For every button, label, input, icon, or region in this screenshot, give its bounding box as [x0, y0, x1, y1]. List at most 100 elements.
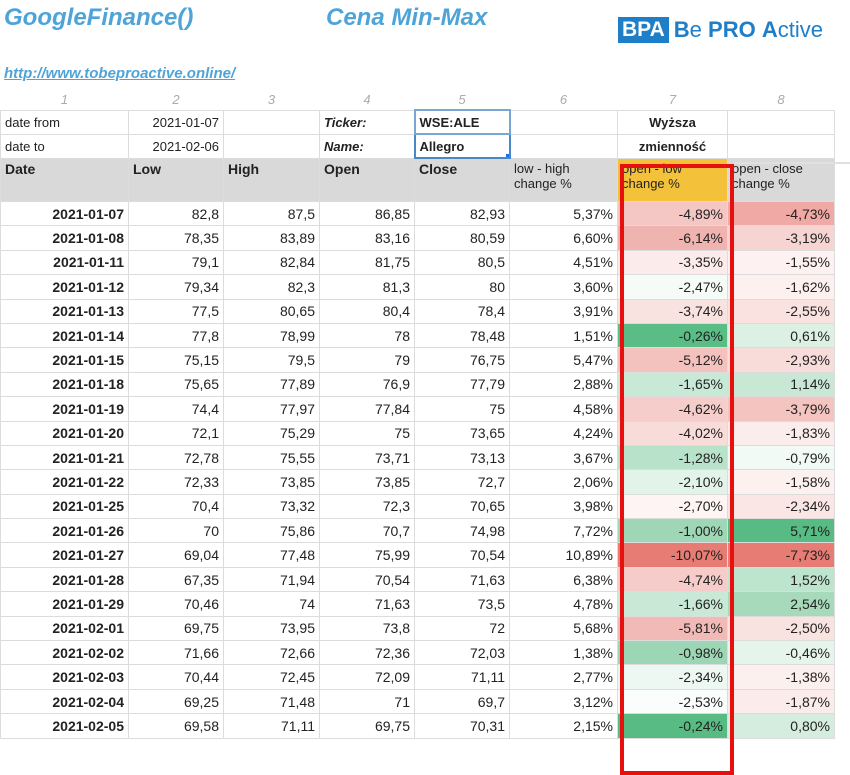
cell-lh[interactable]: 4,24% [509, 420, 618, 446]
date-cell[interactable]: 2021-01-21 [0, 444, 129, 471]
cell-ol[interactable]: -1,28% [617, 444, 728, 471]
cell-lh[interactable]: 2,77% [509, 664, 618, 690]
cell-oc[interactable]: -1,58% [727, 469, 835, 495]
cell-close[interactable]: 77,79 [414, 371, 510, 398]
cell-open[interactable]: 73,85 [319, 469, 415, 495]
cell-low[interactable]: 77,5 [128, 298, 224, 324]
cell-ol[interactable]: -0,98% [617, 640, 728, 666]
cell-open[interactable]: 71,63 [319, 591, 415, 617]
cell-oc[interactable]: -7,73% [727, 542, 835, 568]
cell-lh[interactable]: 3,91% [509, 298, 618, 324]
cell-lh[interactable]: 7,72% [509, 518, 618, 544]
cell-lh[interactable]: 2,15% [509, 713, 618, 739]
cell-ol[interactable]: -3,74% [617, 298, 728, 324]
cell-open[interactable]: 75 [319, 420, 415, 446]
cell-high[interactable]: 78,99 [223, 322, 320, 349]
date-cell[interactable]: 2021-02-04 [0, 688, 129, 715]
cell-lh[interactable]: 3,67% [509, 444, 618, 471]
cell-ol[interactable]: -2,53% [617, 688, 728, 715]
column-number[interactable]: 6 [559, 91, 568, 107]
column-number[interactable]: 3 [267, 91, 276, 107]
cell-close[interactable]: 73,5 [414, 591, 510, 617]
cell-high[interactable]: 73,85 [223, 469, 320, 495]
empty-cell[interactable] [727, 109, 835, 135]
cell-high[interactable]: 73,32 [223, 493, 320, 520]
cell-high[interactable]: 72,66 [223, 640, 320, 666]
cell-close[interactable]: 72 [414, 615, 510, 642]
ticker-cell[interactable]: WSE:ALE [413, 109, 511, 135]
cell-close[interactable]: 78,48 [414, 322, 510, 349]
cell-high[interactable]: 83,89 [223, 225, 320, 251]
cell-high[interactable]: 73,95 [223, 615, 320, 642]
cell-open[interactable]: 76,9 [319, 371, 415, 398]
cell-lh[interactable]: 5,37% [509, 200, 618, 227]
date-cell[interactable]: 2021-01-11 [0, 249, 129, 276]
cell-close[interactable]: 82,93 [414, 200, 510, 227]
cell-lh[interactable]: 3,12% [509, 688, 618, 715]
cell-high[interactable]: 80,65 [223, 298, 320, 324]
cell-open[interactable]: 72,09 [319, 664, 415, 690]
cell-low[interactable]: 79,34 [128, 274, 224, 300]
cell-close[interactable]: 70,54 [414, 542, 510, 568]
cell-high[interactable]: 82,84 [223, 249, 320, 276]
cell-ol[interactable]: -10,07% [617, 542, 728, 568]
cell-lh[interactable]: 3,60% [509, 274, 618, 300]
cell-oc[interactable]: 0,61% [727, 322, 835, 349]
cell-close[interactable]: 70,31 [414, 713, 510, 739]
cell-high[interactable]: 77,48 [223, 542, 320, 568]
cell-ol[interactable]: -2,34% [617, 664, 728, 690]
cell-close[interactable]: 73,13 [414, 444, 510, 471]
cell-open[interactable]: 77,84 [319, 396, 415, 422]
website-link[interactable]: http://www.tobeproactive.online/ [4, 65, 236, 82]
column-number[interactable]: 1 [60, 91, 69, 107]
column-number[interactable]: 8 [777, 91, 785, 107]
column-number[interactable]: 5 [458, 91, 466, 107]
cell-open[interactable]: 70,54 [319, 566, 415, 593]
cell-open[interactable]: 81,75 [319, 249, 415, 276]
column-number[interactable]: 4 [363, 91, 371, 107]
cell-lh[interactable]: 10,89% [509, 542, 618, 568]
cell-high[interactable]: 77,89 [223, 371, 320, 398]
cell-lh[interactable]: 6,38% [509, 566, 618, 593]
cell-low[interactable]: 75,65 [128, 371, 224, 398]
cell-close[interactable]: 78,4 [414, 298, 510, 324]
date-cell[interactable]: 2021-01-29 [0, 591, 129, 617]
cell-oc[interactable]: -2,55% [727, 298, 835, 324]
cell-lh[interactable]: 4,58% [509, 396, 618, 422]
cell-close[interactable]: 71,11 [414, 664, 510, 690]
cell-low[interactable]: 69,75 [128, 615, 224, 642]
cell-open[interactable]: 73,71 [319, 444, 415, 471]
empty-cell[interactable] [509, 133, 618, 159]
column-header[interactable]: Low [128, 157, 224, 202]
cell-low[interactable]: 69,58 [128, 713, 224, 739]
cell-high[interactable]: 74 [223, 591, 320, 617]
cell-high[interactable]: 75,55 [223, 444, 320, 471]
cell-ol[interactable]: -2,10% [617, 469, 728, 495]
cell-ol[interactable]: -2,47% [617, 274, 728, 300]
cell-oc[interactable]: 0,80% [727, 713, 835, 739]
cell-lh[interactable]: 4,51% [509, 249, 618, 276]
date-cell[interactable]: 2021-01-12 [0, 274, 129, 300]
cell-lh[interactable]: 6,60% [509, 225, 618, 251]
cell-high[interactable]: 82,3 [223, 274, 320, 300]
column-number[interactable]: 2 [172, 91, 180, 107]
cell-lh[interactable]: 2,06% [509, 469, 618, 495]
cell-low[interactable]: 69,25 [128, 688, 224, 715]
cell-open[interactable]: 70,7 [319, 518, 415, 544]
date-cell[interactable]: 2021-01-25 [0, 493, 129, 520]
cell-low[interactable]: 79,1 [128, 249, 224, 276]
cell-low[interactable]: 82,8 [128, 200, 224, 227]
column-header[interactable]: Open [319, 157, 415, 202]
cell-open[interactable]: 69,75 [319, 713, 415, 739]
cell-close[interactable]: 70,65 [414, 493, 510, 520]
cell-ol[interactable]: -3,35% [617, 249, 728, 276]
cell-low[interactable]: 72,78 [128, 444, 224, 471]
date-to-cell[interactable]: 2021-02-06 [128, 133, 224, 159]
cell-ol[interactable]: -4,74% [617, 566, 728, 593]
date-cell[interactable]: 2021-01-19 [0, 396, 129, 422]
cell-oc[interactable]: -2,34% [727, 493, 835, 520]
cell-high[interactable]: 75,86 [223, 518, 320, 544]
cell-ol[interactable]: -5,12% [617, 347, 728, 373]
cell-oc[interactable]: -3,79% [727, 396, 835, 422]
